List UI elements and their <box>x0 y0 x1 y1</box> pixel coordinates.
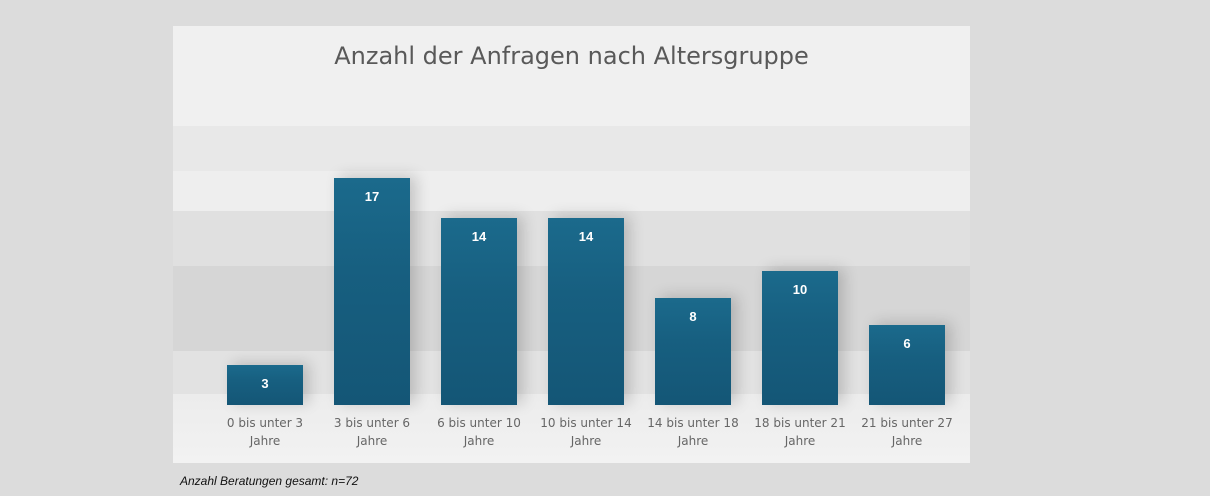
value-label: 3 <box>261 375 269 391</box>
x-tick-label: 3 bis unter 6 Jahre <box>333 416 411 448</box>
value-label: 17 <box>364 189 380 204</box>
bar <box>655 298 731 405</box>
value-label: 14 <box>578 229 594 245</box>
chart-title: Anzahl der Anfragen nach Altersgruppe <box>334 42 809 70</box>
bar <box>869 324 945 405</box>
bar <box>227 364 303 405</box>
x-tick-label: 21 bis unter 27 Jahre <box>861 416 953 448</box>
x-tick-label: 6 bis unter 10 Jahre <box>437 416 521 448</box>
bar <box>762 271 838 405</box>
x-tick-label: 10 bis unter 14 Jahre <box>540 416 632 448</box>
footnote: Anzahl Beratungen gesamt: n=72 <box>180 474 359 488</box>
bar <box>548 218 624 405</box>
x-tick-label: 18 bis unter 21 Jahre <box>754 416 846 448</box>
value-label: 6 <box>903 335 911 351</box>
bar <box>441 218 517 405</box>
value-label: 14 <box>471 229 487 245</box>
value-label: 8 <box>689 309 697 325</box>
x-tick-label: 14 bis unter 18 Jahre <box>647 416 739 448</box>
bar <box>334 178 410 405</box>
x-tick-label: 0 bis unter 3 Jahre <box>226 416 304 448</box>
value-label: 10 <box>792 282 808 298</box>
